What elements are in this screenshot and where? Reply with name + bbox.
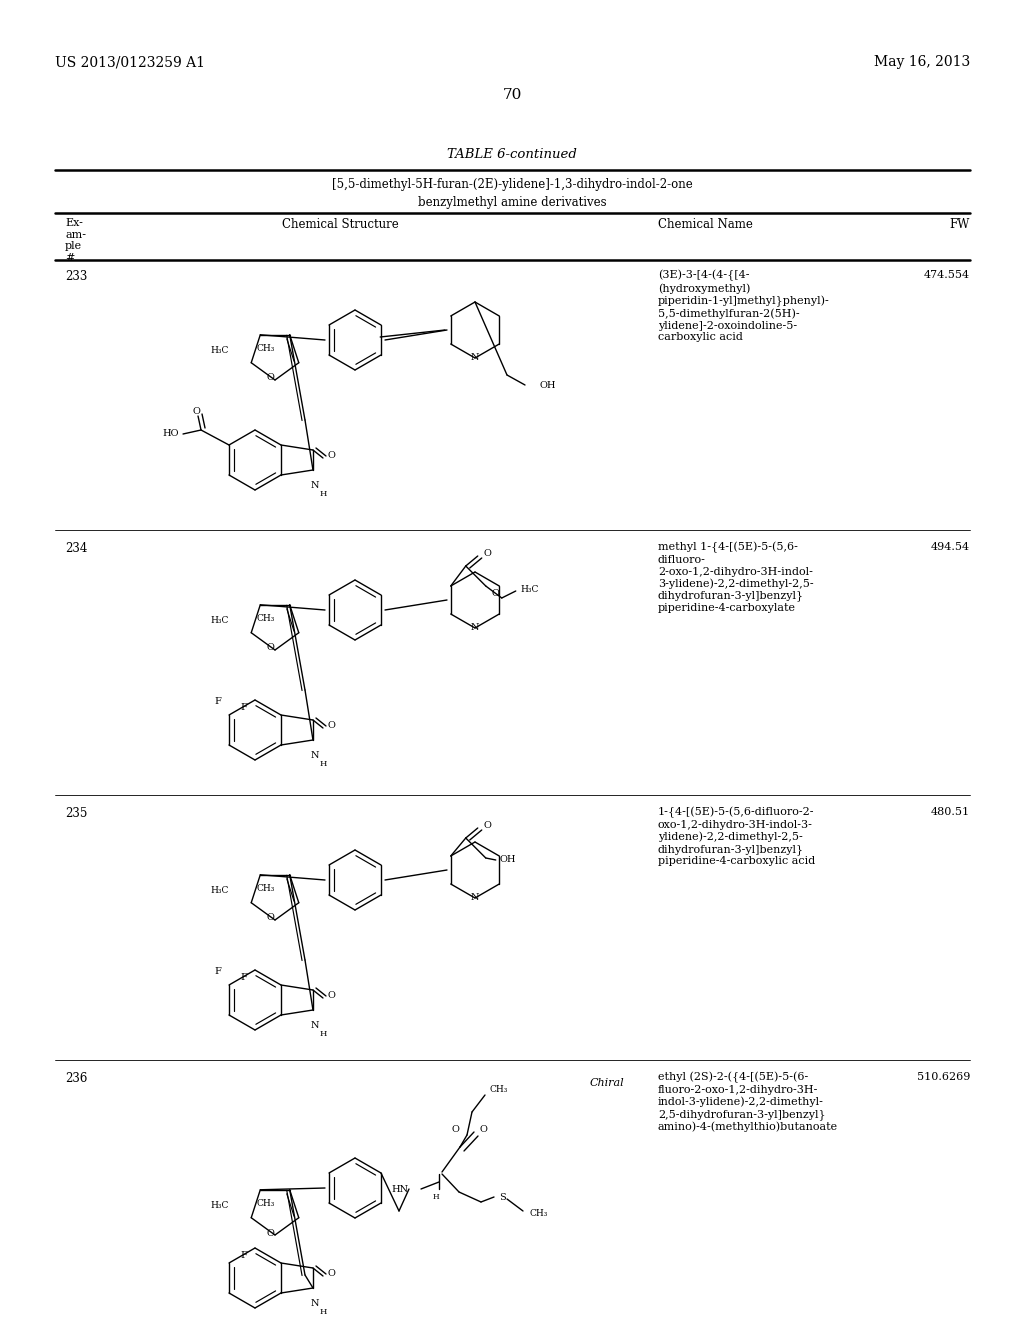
Text: F: F bbox=[214, 697, 221, 705]
Text: TABLE 6-continued: TABLE 6-continued bbox=[447, 148, 577, 161]
Text: May 16, 2013: May 16, 2013 bbox=[873, 55, 970, 69]
Text: N: N bbox=[471, 894, 479, 903]
Text: O: O bbox=[266, 644, 274, 652]
Text: F: F bbox=[240, 974, 247, 982]
Text: H₃C: H₃C bbox=[521, 585, 539, 594]
Text: O: O bbox=[193, 408, 200, 417]
Text: O: O bbox=[328, 721, 336, 730]
Text: F: F bbox=[240, 1251, 247, 1261]
Text: O: O bbox=[483, 821, 492, 830]
Text: Chemical Structure: Chemical Structure bbox=[282, 218, 398, 231]
Text: F: F bbox=[240, 704, 247, 713]
Text: 494.54: 494.54 bbox=[931, 543, 970, 552]
Text: H₃C: H₃C bbox=[211, 1201, 229, 1210]
Text: HO: HO bbox=[163, 429, 179, 438]
Text: 480.51: 480.51 bbox=[931, 807, 970, 817]
Text: O: O bbox=[480, 1126, 487, 1134]
Text: H: H bbox=[319, 760, 327, 768]
Text: US 2013/0123259 A1: US 2013/0123259 A1 bbox=[55, 55, 205, 69]
Text: O: O bbox=[452, 1126, 459, 1134]
Text: N: N bbox=[310, 751, 319, 760]
Text: (3E)-3-[4-(4-{[4-
(hydroxymethyl)
piperidin-1-yl]methyl}phenyl)-
5,5-dimethylfur: (3E)-3-[4-(4-{[4- (hydroxymethyl) piperi… bbox=[658, 271, 829, 342]
Text: CH₃: CH₃ bbox=[529, 1209, 548, 1217]
Text: H₃C: H₃C bbox=[211, 886, 229, 895]
Text: 510.6269: 510.6269 bbox=[916, 1072, 970, 1082]
Text: O: O bbox=[266, 913, 274, 923]
Text: HN: HN bbox=[392, 1184, 409, 1193]
Text: N: N bbox=[310, 1299, 319, 1308]
Text: O: O bbox=[266, 1229, 274, 1238]
Text: O: O bbox=[328, 990, 336, 999]
Text: H: H bbox=[319, 1030, 327, 1038]
Text: FW: FW bbox=[949, 218, 970, 231]
Text: H₃C: H₃C bbox=[211, 346, 229, 355]
Text: CH₃: CH₃ bbox=[490, 1085, 508, 1094]
Text: methyl 1-{4-[(5E)-5-(5,6-
difluoro-
2-oxo-1,2-dihydro-3H-indol-
3-ylidene)-2,2-d: methyl 1-{4-[(5E)-5-(5,6- difluoro- 2-ox… bbox=[658, 543, 814, 612]
Text: benzylmethyl amine derivatives: benzylmethyl amine derivatives bbox=[418, 195, 606, 209]
Text: H₃C: H₃C bbox=[211, 616, 229, 626]
Text: 236: 236 bbox=[65, 1072, 87, 1085]
Text: O: O bbox=[328, 1269, 336, 1278]
Text: N: N bbox=[310, 1022, 319, 1031]
Text: N: N bbox=[310, 482, 319, 491]
Text: CH₃: CH₃ bbox=[256, 1200, 274, 1208]
Text: 474.554: 474.554 bbox=[924, 271, 970, 280]
Text: Chiral: Chiral bbox=[590, 1078, 625, 1088]
Text: O: O bbox=[483, 549, 492, 558]
Text: OH: OH bbox=[500, 855, 516, 865]
Text: OH: OH bbox=[540, 380, 556, 389]
Text: CH₃: CH₃ bbox=[256, 345, 274, 354]
Text: O: O bbox=[492, 590, 500, 598]
Text: O: O bbox=[328, 450, 336, 459]
Text: ethyl (2S)-2-({4-[(5E)-5-(6-
fluoro-2-oxo-1,2-dihydro-3H-
indol-3-ylidene)-2,2-d: ethyl (2S)-2-({4-[(5E)-5-(6- fluoro-2-ox… bbox=[658, 1072, 838, 1131]
Text: H: H bbox=[319, 490, 327, 498]
Text: O: O bbox=[266, 374, 274, 383]
Text: Ex-
am-
ple
#: Ex- am- ple # bbox=[65, 218, 86, 263]
Text: CH₃: CH₃ bbox=[256, 614, 274, 623]
Text: S: S bbox=[499, 1192, 506, 1201]
Text: 1-{4-[(5E)-5-(5,6-difluoro-2-
oxo-1,2-dihydro-3H-indol-3-
ylidene)-2,2-dimethyl-: 1-{4-[(5E)-5-(5,6-difluoro-2- oxo-1,2-di… bbox=[658, 807, 815, 866]
Text: 235: 235 bbox=[65, 807, 87, 820]
Text: 234: 234 bbox=[65, 543, 87, 554]
Text: 70: 70 bbox=[503, 88, 521, 102]
Text: 233: 233 bbox=[65, 271, 87, 282]
Text: F: F bbox=[214, 966, 221, 975]
Text: N: N bbox=[471, 623, 479, 632]
Text: CH₃: CH₃ bbox=[256, 884, 274, 894]
Text: N: N bbox=[471, 354, 479, 363]
Text: H: H bbox=[433, 1193, 439, 1201]
Text: H: H bbox=[319, 1308, 327, 1316]
Text: [5,5-dimethyl-5H-furan-(2E)-ylidene]-1,3-dihydro-indol-2-one: [5,5-dimethyl-5H-furan-(2E)-ylidene]-1,3… bbox=[332, 178, 692, 191]
Text: Chemical Name: Chemical Name bbox=[658, 218, 753, 231]
